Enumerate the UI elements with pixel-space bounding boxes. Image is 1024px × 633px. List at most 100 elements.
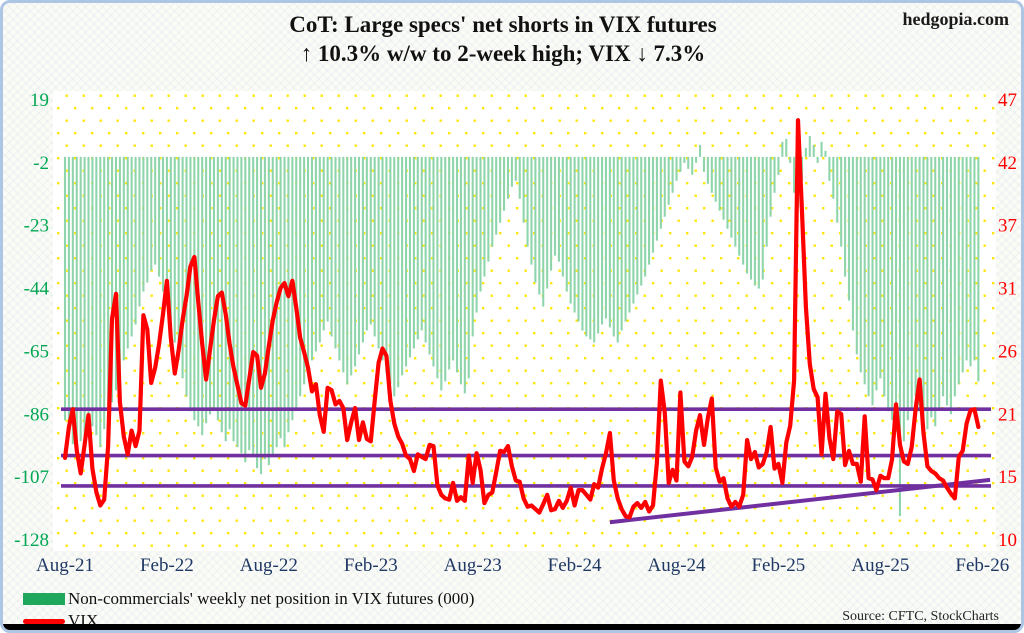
net-position-bar (118, 156, 121, 373)
net-position-bar (663, 156, 666, 217)
net-position-bar (530, 156, 533, 265)
net-position-bar (95, 156, 98, 436)
net-position-bar (318, 156, 321, 343)
legend-label-net-position: Non-commercials' weekly net position in … (68, 589, 475, 608)
net-position-bar (201, 156, 204, 436)
net-position-bar (346, 156, 349, 385)
net-position-bar (283, 156, 286, 448)
left-axis-tick-label: 19 (30, 90, 49, 111)
net-position-bar (593, 156, 596, 343)
net-position-bar (103, 156, 106, 430)
net-position-bar (452, 156, 455, 361)
net-position-bar (79, 156, 82, 442)
net-position-bar (781, 141, 784, 157)
net-position-bar (381, 156, 384, 361)
net-position-bar (957, 156, 960, 385)
net-position-bar (702, 156, 706, 172)
net-position-bar (185, 156, 188, 397)
net-position-bar (828, 156, 831, 181)
net-position-bar (620, 156, 623, 331)
left-axis-tick-label: -65 (24, 341, 49, 362)
net-position-bar (949, 156, 952, 415)
net-position-bar (365, 156, 368, 331)
net-position-bar (420, 156, 423, 331)
legend-row-net-position: Non-commercials' weekly net position in … (23, 588, 474, 610)
net-position-bar (667, 156, 670, 205)
net-position-bar (542, 156, 545, 307)
right-axis-tick-label: 42 (998, 153, 1017, 174)
net-position-bars (63, 135, 980, 517)
net-position-bar (393, 156, 396, 397)
net-position-bar (263, 156, 266, 460)
plot-svg: 19 -2 -23 -44 -65 -86 -107 -128 47 42 37 31 26 21 15 1… (14, 90, 1017, 576)
net-position-bar (373, 156, 376, 337)
net-position-bar (840, 156, 843, 247)
net-position-bar (577, 156, 580, 322)
net-position-bar (326, 156, 329, 322)
net-position-bar (804, 147, 807, 157)
net-position-bar (769, 156, 772, 217)
net-position-bar (706, 156, 709, 184)
net-position-bar (303, 156, 306, 385)
net-position-bar (906, 156, 909, 421)
net-position-bar (114, 156, 118, 391)
net-position-bar (107, 156, 110, 412)
net-position-bar (902, 156, 905, 442)
net-position-bar (369, 156, 372, 325)
net-position-bar (636, 156, 639, 295)
net-position-bar (506, 156, 510, 199)
net-position-bar (181, 156, 184, 379)
net-position-bar (142, 156, 145, 292)
net-position-bar (773, 156, 776, 193)
x-axis-tick-label: Aug-21 (36, 555, 94, 576)
net-position-bar (553, 156, 557, 256)
net-position-bar (146, 156, 149, 283)
net-position-bar (252, 156, 255, 457)
net-position-bar (604, 156, 608, 319)
net-position-bar (459, 156, 462, 385)
net-position-bar (722, 156, 725, 220)
net-position-bar (91, 156, 94, 427)
net-position-bar (169, 156, 172, 325)
net-position-bar (965, 156, 968, 361)
net-position-bar (926, 156, 929, 430)
net-position-bar (616, 156, 619, 343)
net-position-bar (726, 156, 729, 229)
left-axis-tick-label: -107 (14, 467, 49, 488)
net-position-bar (338, 156, 341, 361)
net-position-bar (746, 156, 749, 274)
net-position-bar (314, 156, 317, 352)
net-position-bar (640, 156, 643, 286)
net-position-bar (134, 156, 137, 325)
net-position-bar (224, 156, 227, 442)
net-position-bar (150, 156, 153, 271)
x-axis-tick-label: Aug-23 (444, 555, 502, 576)
net-position-bar (514, 156, 517, 181)
net-position-bar (538, 156, 541, 295)
right-axis-tick-label: 47 (998, 90, 1017, 111)
net-position-bar (67, 156, 70, 433)
net-position-bar (522, 156, 525, 223)
net-position-bar (455, 156, 459, 373)
right-axis-tick-label: 31 (998, 279, 1017, 300)
net-position-bar (898, 156, 902, 517)
net-position-bar (322, 156, 325, 331)
right-axis-labels: 47 42 37 31 26 21 15 10 (998, 90, 1017, 551)
net-position-bar (306, 156, 310, 373)
net-position-bar (83, 156, 86, 448)
net-position-bar (158, 156, 161, 277)
net-position-bar (624, 156, 627, 322)
net-position-bar (404, 156, 408, 367)
net-position-bar (847, 156, 851, 301)
net-position-bar (632, 156, 635, 304)
net-position-bar (585, 156, 588, 337)
right-axis-tick-label: 37 (998, 216, 1017, 237)
net-position-bar (683, 156, 686, 163)
net-position-bar (671, 156, 674, 193)
net-position-bar (938, 156, 941, 409)
left-axis-tick-label: -86 (24, 404, 49, 425)
net-position-bar (397, 156, 400, 388)
chart-title-line1: CoT: Large specs' net shorts in VIX futu… (289, 12, 717, 37)
net-position-bar (930, 156, 933, 418)
